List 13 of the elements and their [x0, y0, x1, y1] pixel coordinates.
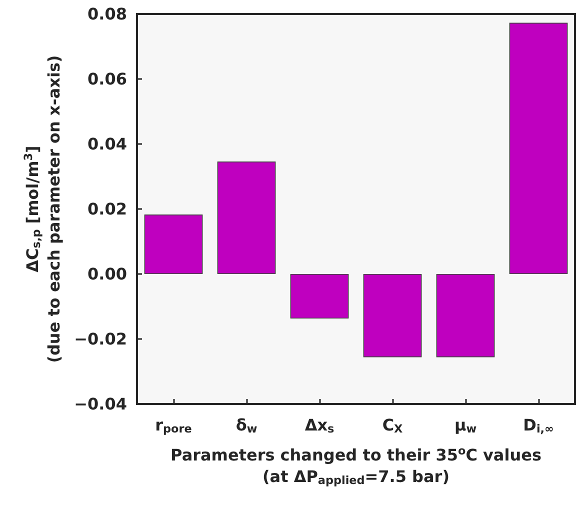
y-tick-label: −0.04	[74, 394, 127, 414]
y-tick-label: 0.04	[88, 134, 127, 154]
bar	[290, 274, 349, 319]
bar	[363, 274, 422, 358]
y-tick-label: 0.06	[88, 70, 127, 88]
bar	[217, 162, 276, 274]
y-tick-label: −0.02	[74, 330, 127, 348]
bar	[509, 22, 568, 274]
bar	[436, 274, 495, 358]
y-tick-label: 0.08	[88, 4, 127, 24]
y-tick-label: 0.02	[88, 200, 127, 218]
y-tick-label: 0.00	[88, 264, 127, 284]
bar	[144, 214, 203, 274]
